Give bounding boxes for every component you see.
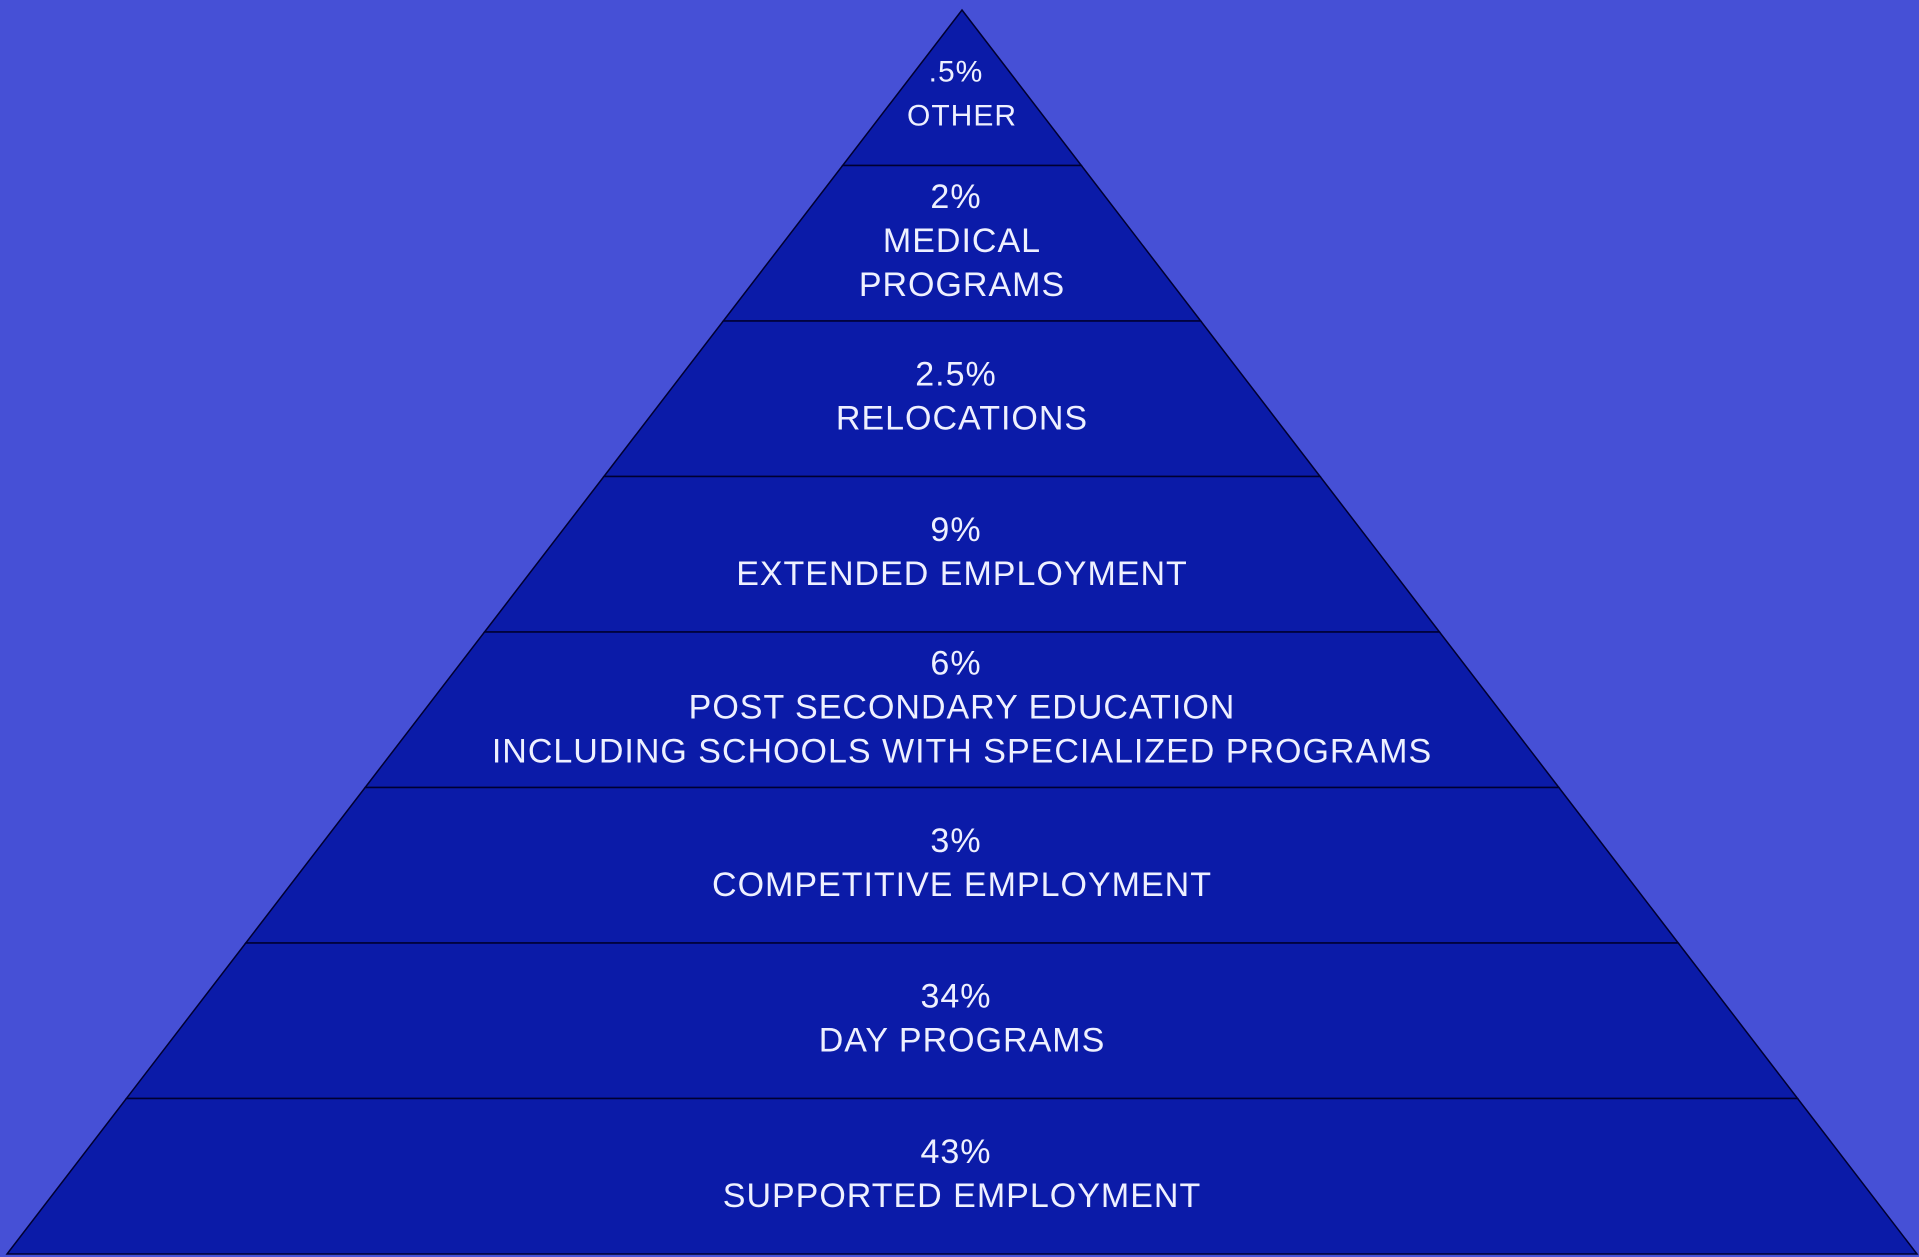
pyramid-level bbox=[5, 1097, 1919, 1255]
level-percent: 2% bbox=[930, 178, 981, 216]
level-percent: 6% bbox=[930, 645, 981, 683]
level-percent: 43% bbox=[920, 1133, 991, 1171]
level-label: MEDICAL bbox=[883, 222, 1041, 260]
level-label: POST SECONDARY EDUCATION bbox=[689, 689, 1236, 727]
level-label: SUPPORTED EMPLOYMENT bbox=[723, 1177, 1201, 1215]
level-label: PROGRAMS bbox=[859, 266, 1065, 304]
level-percent: 3% bbox=[930, 822, 981, 860]
level-label: RELOCATIONS bbox=[836, 400, 1088, 438]
level-percent: 34% bbox=[920, 978, 991, 1016]
level-percent: 9% bbox=[930, 511, 981, 549]
level-label: DAY PROGRAMS bbox=[819, 1022, 1106, 1060]
level-label: EXTENDED EMPLOYMENT bbox=[736, 555, 1188, 593]
level-percent: .5% bbox=[929, 56, 984, 89]
level-percent: 2.5% bbox=[915, 356, 997, 394]
level-label: OTHER bbox=[907, 100, 1017, 133]
level-label: INCLUDING SCHOOLS WITH SPECIALIZED PROGR… bbox=[492, 733, 1432, 771]
level-label: COMPETITIVE EMPLOYMENT bbox=[712, 866, 1212, 904]
